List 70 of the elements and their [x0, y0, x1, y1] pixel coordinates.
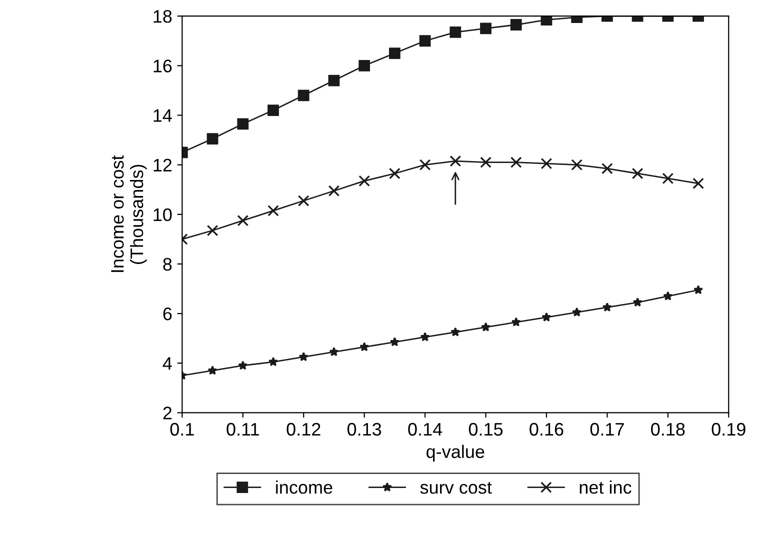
x-tick-label: 0.15: [468, 422, 503, 436]
y-tick-label: 10: [154, 208, 172, 222]
x-axis-title: q-value: [426, 444, 484, 462]
point: [480, 156, 492, 168]
point: [298, 195, 310, 206]
x-tick-label: 0.1: [170, 422, 194, 436]
y-tick-label: 6: [163, 307, 172, 320]
point: [540, 158, 552, 170]
point: [450, 26, 462, 38]
y-tick-label: 12: [154, 158, 172, 172]
point: [542, 312, 552, 322]
point: [358, 175, 370, 187]
x-tick-label: 0.11: [226, 422, 259, 436]
point: [390, 337, 400, 346]
point: [692, 178, 704, 190]
point: [268, 204, 279, 216]
point: [693, 285, 704, 294]
y-tick-label: 16: [154, 60, 172, 72]
point: [237, 214, 249, 226]
y-axis-title: Income or cost (Thousands): [111, 155, 147, 272]
point: [480, 322, 491, 332]
point: [571, 159, 583, 171]
x-tick-label: 0.17: [590, 422, 624, 436]
point: [450, 155, 462, 167]
x-tick-label: 0.12: [286, 422, 320, 436]
x-tick-label: 0.13: [347, 422, 382, 436]
point: [298, 90, 310, 102]
point: [663, 291, 673, 300]
point: [419, 159, 431, 171]
point: [602, 162, 613, 174]
point: [388, 168, 400, 180]
x-tick-label: 0.19: [712, 422, 746, 436]
point: [268, 104, 279, 116]
point: [450, 327, 460, 336]
x-tick-label: 0.16: [530, 422, 564, 436]
point: [268, 356, 278, 366]
point: [419, 35, 431, 47]
point: [511, 317, 521, 326]
point: [358, 60, 370, 72]
point: [510, 156, 522, 168]
point: [632, 297, 642, 307]
y-tick-label: 18: [154, 10, 172, 23]
point: [388, 48, 400, 59]
legend-label: surv cost: [420, 482, 492, 494]
point: [360, 342, 370, 352]
legend-label: income: [276, 480, 332, 494]
point: [540, 16, 552, 26]
y-tick-label: 4: [162, 357, 172, 370]
point: [602, 302, 612, 312]
point: [206, 133, 218, 144]
y-tick-label: 14: [154, 109, 172, 122]
point: [328, 185, 340, 197]
point: [329, 346, 339, 356]
point: [510, 19, 522, 30]
point: [208, 366, 218, 375]
point: [632, 168, 644, 180]
point: [298, 352, 308, 362]
point: [480, 22, 492, 34]
x-tick-label: 0.18: [651, 422, 685, 436]
point: [328, 74, 340, 86]
legend-label: net inc: [580, 480, 632, 494]
point: [420, 332, 430, 342]
point: [206, 224, 218, 236]
x-tick-label: 0.14: [408, 422, 442, 436]
y-tick-label: 8: [163, 258, 172, 271]
point: [572, 307, 582, 317]
point: [237, 118, 249, 130]
point: [662, 172, 674, 184]
y-tick-label: 2: [163, 406, 172, 420]
point: [238, 360, 248, 370]
